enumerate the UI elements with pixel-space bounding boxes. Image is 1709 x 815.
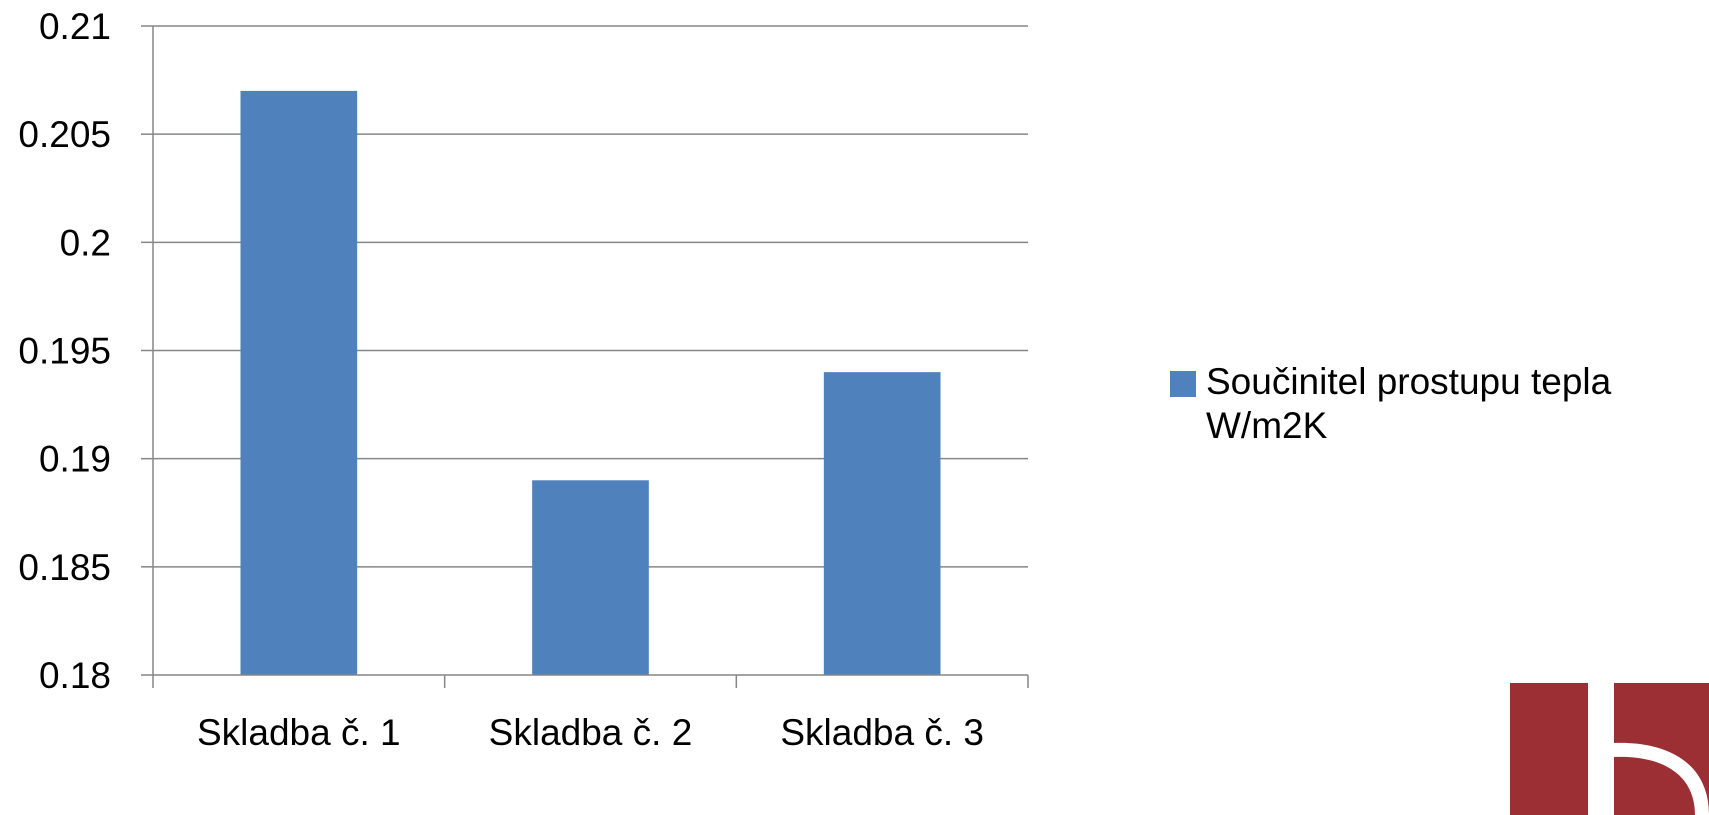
- y-tick-label: 0.18: [39, 655, 111, 696]
- bar: [532, 480, 649, 675]
- bar: [823, 372, 941, 675]
- y-tick-label: 0.205: [18, 114, 111, 155]
- tick-labels: 0.18 0.185 0.19 0.195 0.2 0.205 0.21 Skladba č.…: [18, 6, 984, 753]
- legend: Součinitel prostupu tepla W/m2K: [1170, 360, 1690, 448]
- y-tick-label: 0.19: [39, 439, 111, 480]
- bar: [240, 90, 358, 675]
- axes: [141, 25, 1029, 688]
- x-tick-label: Skladba č. 2: [489, 712, 693, 753]
- legend-swatch: [1170, 371, 1196, 397]
- y-tick-label: 0.2: [60, 222, 111, 263]
- y-tick-label: 0.21: [39, 6, 111, 47]
- y-tick-label: 0.185: [18, 547, 111, 588]
- x-tick-label: Skladba č. 1: [197, 712, 401, 753]
- bars: [240, 90, 941, 675]
- legend-label: Součinitel prostupu tepla W/m2K: [1206, 361, 1612, 446]
- y-tick-label: 0.195: [18, 331, 111, 372]
- x-tick-label: Skladba č. 3: [780, 712, 984, 753]
- institution-logo-icon: [1510, 683, 1709, 815]
